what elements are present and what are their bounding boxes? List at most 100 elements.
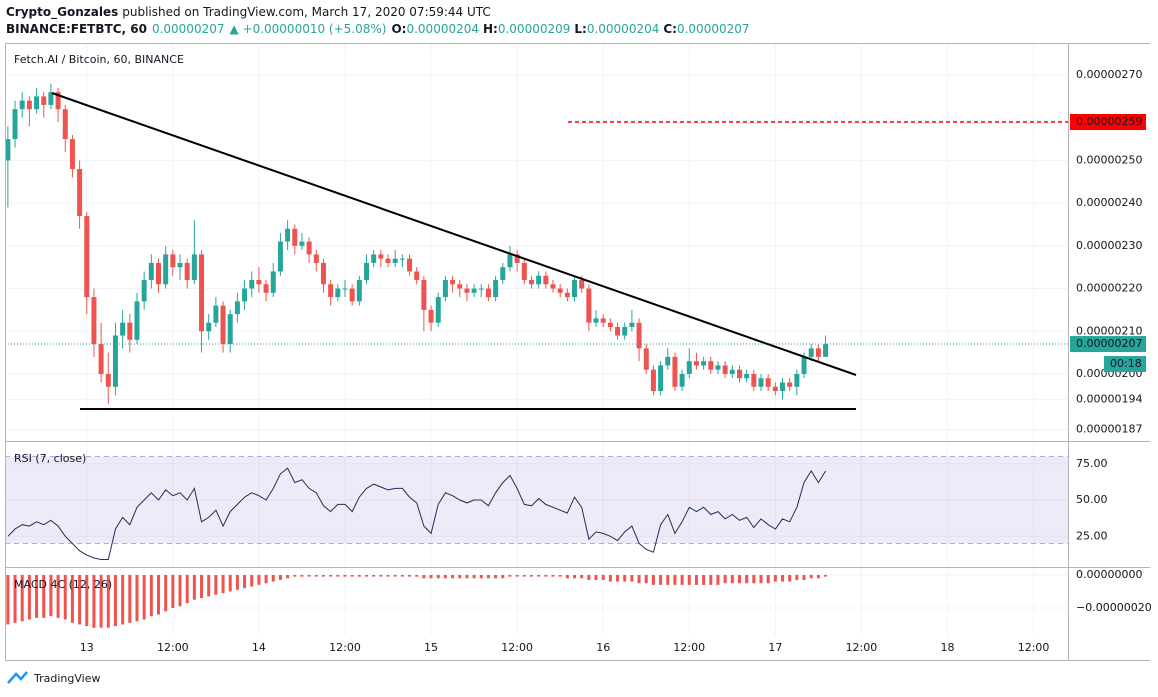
candle-body bbox=[772, 386, 778, 392]
candle-body bbox=[765, 378, 771, 387]
macd-bar bbox=[293, 574, 297, 577]
macd-bar bbox=[501, 574, 505, 579]
macd-bar bbox=[451, 574, 455, 579]
candle-body bbox=[794, 373, 800, 387]
macd-bar bbox=[35, 574, 39, 618]
candle-body bbox=[34, 96, 40, 110]
macd-bar bbox=[644, 574, 648, 584]
candle-body bbox=[528, 280, 534, 285]
quote-value: 0.00000204 bbox=[406, 22, 479, 36]
candle-body bbox=[399, 258, 405, 260]
macd-bar bbox=[393, 574, 397, 577]
macd-bar bbox=[709, 574, 713, 585]
candle-body bbox=[823, 344, 829, 357]
macd-bar bbox=[737, 574, 741, 584]
candle-body bbox=[421, 280, 427, 310]
candle-body bbox=[564, 292, 570, 298]
macd-bar bbox=[350, 574, 354, 577]
macd-bar bbox=[436, 574, 440, 579]
candle-body bbox=[91, 297, 97, 345]
macd-bar bbox=[551, 574, 555, 577]
candle-body bbox=[615, 326, 621, 336]
macd-bar bbox=[336, 574, 340, 577]
candle-body bbox=[715, 365, 721, 370]
candle-body bbox=[485, 288, 491, 298]
indicator-name: MACD 4C (12, 26) bbox=[14, 578, 112, 591]
macd-bar bbox=[78, 574, 82, 625]
macd-bar bbox=[716, 574, 720, 585]
macd-bar bbox=[121, 574, 125, 625]
macd-bar bbox=[465, 574, 469, 579]
change: ▲ +0.00000010 (+5.08%) bbox=[229, 22, 386, 36]
candle-body bbox=[450, 280, 456, 285]
macd-bar bbox=[63, 574, 67, 620]
candle-body bbox=[435, 297, 441, 323]
macd-bar bbox=[56, 574, 60, 618]
macd-bar bbox=[580, 574, 584, 579]
macd-bar bbox=[458, 574, 462, 579]
macd-bar bbox=[687, 574, 691, 585]
macd-bar bbox=[730, 574, 734, 584]
macd-bar bbox=[135, 574, 139, 622]
candle-body bbox=[679, 373, 685, 387]
candle-body bbox=[801, 356, 807, 374]
candle-body bbox=[328, 284, 334, 298]
macd-bar bbox=[314, 574, 318, 577]
candle-body bbox=[213, 305, 219, 323]
macd-bar bbox=[651, 574, 655, 585]
macd-bar bbox=[759, 574, 763, 584]
macd-bar bbox=[365, 574, 369, 577]
candle-body bbox=[736, 369, 742, 379]
macd-bar bbox=[386, 574, 390, 577]
x-tick-label: 15 bbox=[424, 641, 438, 654]
candle-body bbox=[141, 280, 147, 302]
macd-bar bbox=[106, 574, 110, 628]
y-tick-label: 0.00000220 bbox=[1076, 282, 1142, 295]
published: published on TradingView.com, March 17, … bbox=[122, 5, 491, 19]
candle-body bbox=[507, 254, 513, 268]
candle-body bbox=[722, 365, 728, 374]
macd-bar bbox=[250, 574, 254, 587]
candle-body bbox=[665, 356, 671, 366]
candle-body bbox=[177, 262, 183, 268]
candle-body bbox=[464, 288, 470, 293]
candle-body bbox=[780, 382, 786, 392]
macd-bar bbox=[70, 574, 74, 623]
macd-bar bbox=[321, 574, 325, 577]
candle-body bbox=[607, 322, 613, 327]
candle-body bbox=[356, 280, 362, 302]
macd-bar bbox=[723, 574, 727, 584]
y-tick-label: 0.00000240 bbox=[1076, 196, 1142, 209]
macd-bar bbox=[372, 574, 376, 577]
candle-body bbox=[69, 139, 75, 169]
macd-bar bbox=[400, 574, 404, 577]
quote-value: 0.00000207 bbox=[677, 22, 750, 36]
candle-body bbox=[500, 267, 506, 281]
candle-body bbox=[514, 254, 520, 263]
x-tick-label: 17 bbox=[768, 641, 782, 654]
candle-body bbox=[808, 348, 814, 357]
rsi-line bbox=[7, 467, 827, 560]
y-tick-label: 75.00 bbox=[1076, 457, 1108, 470]
candle-body bbox=[442, 280, 448, 298]
candle-body bbox=[206, 322, 212, 332]
x-tick-label: 12:00 bbox=[501, 641, 533, 654]
macd-bar bbox=[594, 574, 598, 580]
macd-bar bbox=[766, 574, 770, 584]
candle-body bbox=[342, 288, 348, 290]
candle-body bbox=[349, 288, 355, 302]
candle-body bbox=[148, 262, 154, 281]
footer-logo bbox=[7, 671, 28, 684]
macd-bar bbox=[27, 574, 31, 620]
candle-body bbox=[5, 139, 11, 161]
y-tick-label: 0.00000230 bbox=[1076, 239, 1142, 252]
candle-body bbox=[658, 365, 664, 392]
candle-body bbox=[751, 373, 757, 387]
macd-bar bbox=[264, 574, 268, 584]
macd-bar bbox=[558, 574, 562, 577]
macd-bar bbox=[221, 574, 225, 594]
macd-bar bbox=[494, 574, 498, 579]
y-tick-label: 0.00000194 bbox=[1076, 393, 1142, 406]
candle-body bbox=[600, 318, 606, 323]
